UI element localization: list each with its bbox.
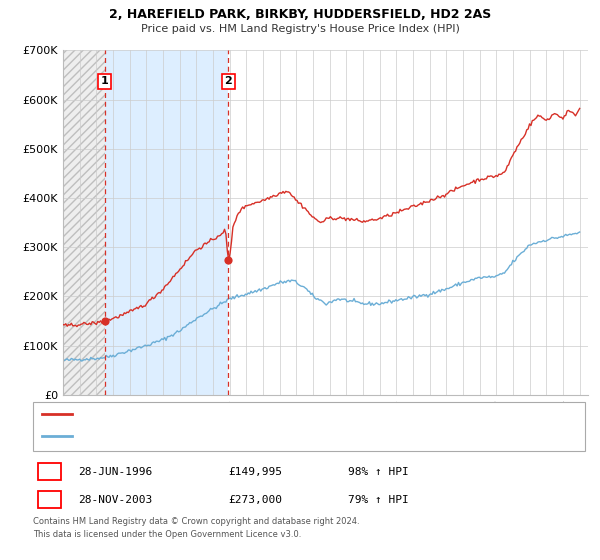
Text: HPI: Average price, detached house, Kirklees: HPI: Average price, detached house, Kirk…	[78, 431, 313, 441]
Text: Price paid vs. HM Land Registry's House Price Index (HPI): Price paid vs. HM Land Registry's House …	[140, 24, 460, 34]
Text: 2, HAREFIELD PARK, BIRKBY, HUDDERSFIELD, HD2 2AS (detached house): 2, HAREFIELD PARK, BIRKBY, HUDDERSFIELD,…	[78, 409, 457, 419]
Text: This data is licensed under the Open Government Licence v3.0.: This data is licensed under the Open Gov…	[33, 530, 301, 539]
Bar	[63, 50, 104, 395]
Text: £149,995: £149,995	[228, 466, 282, 477]
Text: 2, HAREFIELD PARK, BIRKBY, HUDDERSFIELD, HD2 2AS: 2, HAREFIELD PARK, BIRKBY, HUDDERSFIELD,…	[109, 8, 491, 21]
Text: 79% ↑ HPI: 79% ↑ HPI	[348, 494, 409, 505]
Bar	[104, 50, 228, 395]
Text: 28-NOV-2003: 28-NOV-2003	[78, 494, 152, 505]
Text: £273,000: £273,000	[228, 494, 282, 505]
Point	[223, 256, 233, 265]
Point	[100, 316, 109, 325]
Text: 28-JUN-1996: 28-JUN-1996	[78, 466, 152, 477]
Text: 1: 1	[101, 76, 109, 86]
Text: 2: 2	[46, 494, 53, 505]
Text: Contains HM Land Registry data © Crown copyright and database right 2024.: Contains HM Land Registry data © Crown c…	[33, 517, 359, 526]
Text: 98% ↑ HPI: 98% ↑ HPI	[348, 466, 409, 477]
Text: 1: 1	[46, 466, 53, 477]
Text: 2: 2	[224, 76, 232, 86]
